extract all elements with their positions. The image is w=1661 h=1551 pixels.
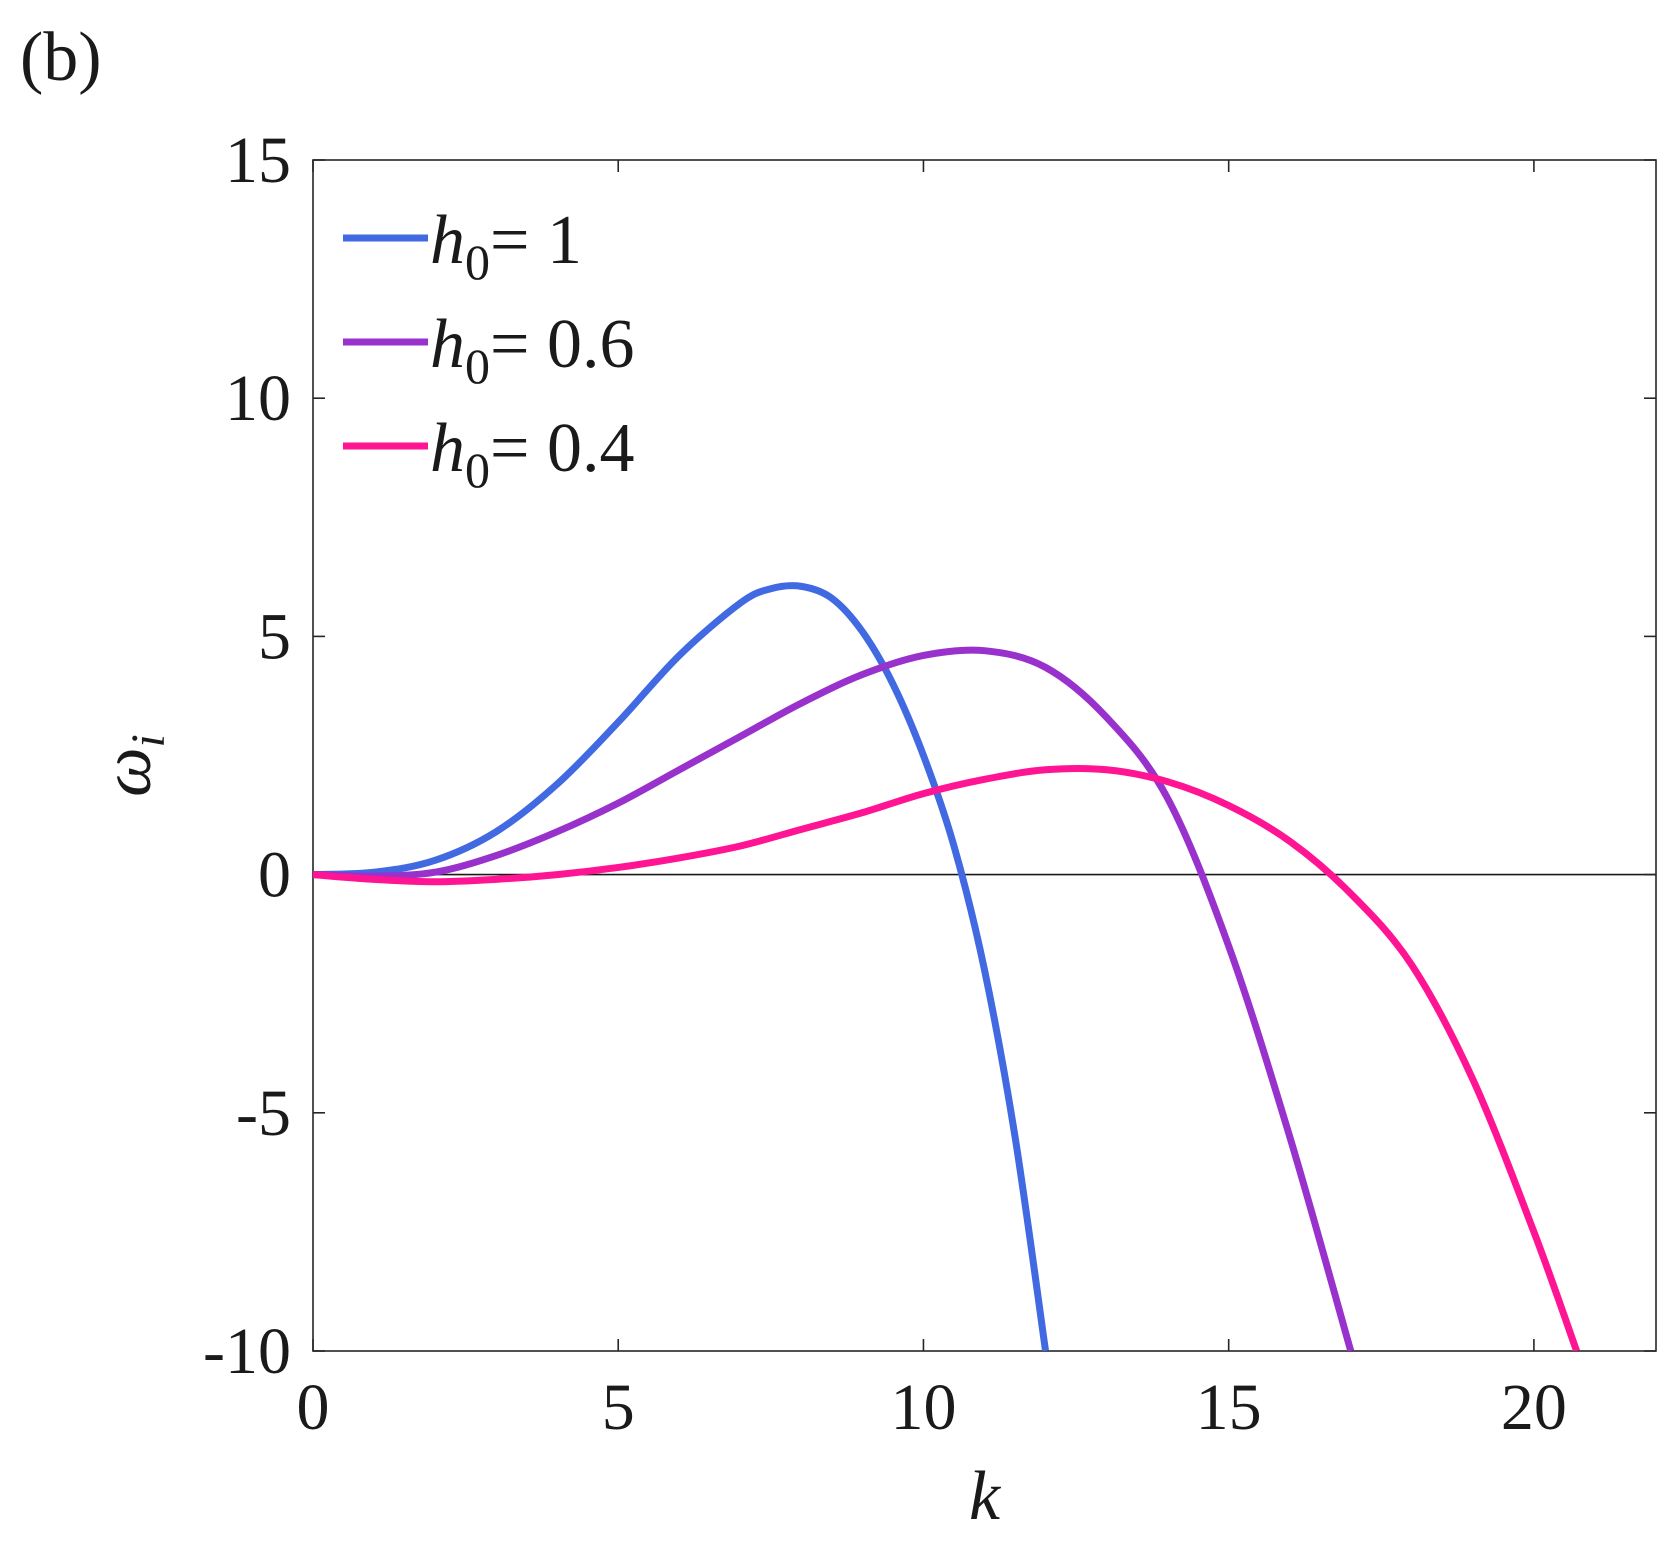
panel-label: (b) — [20, 19, 102, 96]
legend-symbol: h — [430, 410, 465, 487]
legend-symbol: h — [430, 202, 465, 279]
y-axis-label: ωi — [89, 734, 175, 797]
legend-symbol: h — [430, 306, 465, 383]
y-tick-label: 10 — [225, 362, 291, 435]
legend-value: = 1 — [490, 202, 582, 279]
y-tick-label: 0 — [258, 839, 291, 912]
legend-subscript: 0 — [465, 234, 490, 290]
legend-subscript: 0 — [465, 442, 490, 498]
y-tick-label: -5 — [236, 1077, 291, 1150]
x-tick-label: 0 — [297, 1371, 330, 1444]
legend: h0= 1h0= 0.6h0= 0.4 — [343, 202, 634, 498]
plot-area: 0 5 10 15 20 -10 -5 0 5 10 15 k ωi — [89, 124, 1657, 1535]
legend-subscript: 0 — [465, 338, 490, 394]
series-line-1 — [313, 582, 1050, 1351]
y-tick-label: -10 — [203, 1315, 291, 1388]
legend-label-1: h0= 1 — [430, 202, 582, 290]
series-line-3 — [313, 764, 1580, 1351]
series-line-2 — [313, 646, 1355, 1351]
axes-frame — [312, 159, 1657, 1352]
legend-value: = 0.4 — [490, 410, 634, 487]
y-tick-label: 5 — [258, 600, 291, 673]
series-lines — [313, 582, 1580, 1351]
x-tick-label: 20 — [1501, 1371, 1567, 1444]
x-axis-label: k — [969, 1458, 1002, 1535]
y-axis-label-main: ω — [89, 747, 166, 796]
y-tick-label: 15 — [225, 124, 291, 197]
legend-label-2: h0= 0.6 — [430, 306, 634, 394]
x-tick-label: 5 — [602, 1371, 635, 1444]
legend-label-3: h0= 0.4 — [430, 410, 634, 498]
legend-value: = 0.6 — [490, 306, 634, 383]
x-tick-label: 10 — [890, 1371, 956, 1444]
x-tick-label: 15 — [1196, 1371, 1262, 1444]
y-axis-label-subscript: i — [122, 734, 175, 747]
